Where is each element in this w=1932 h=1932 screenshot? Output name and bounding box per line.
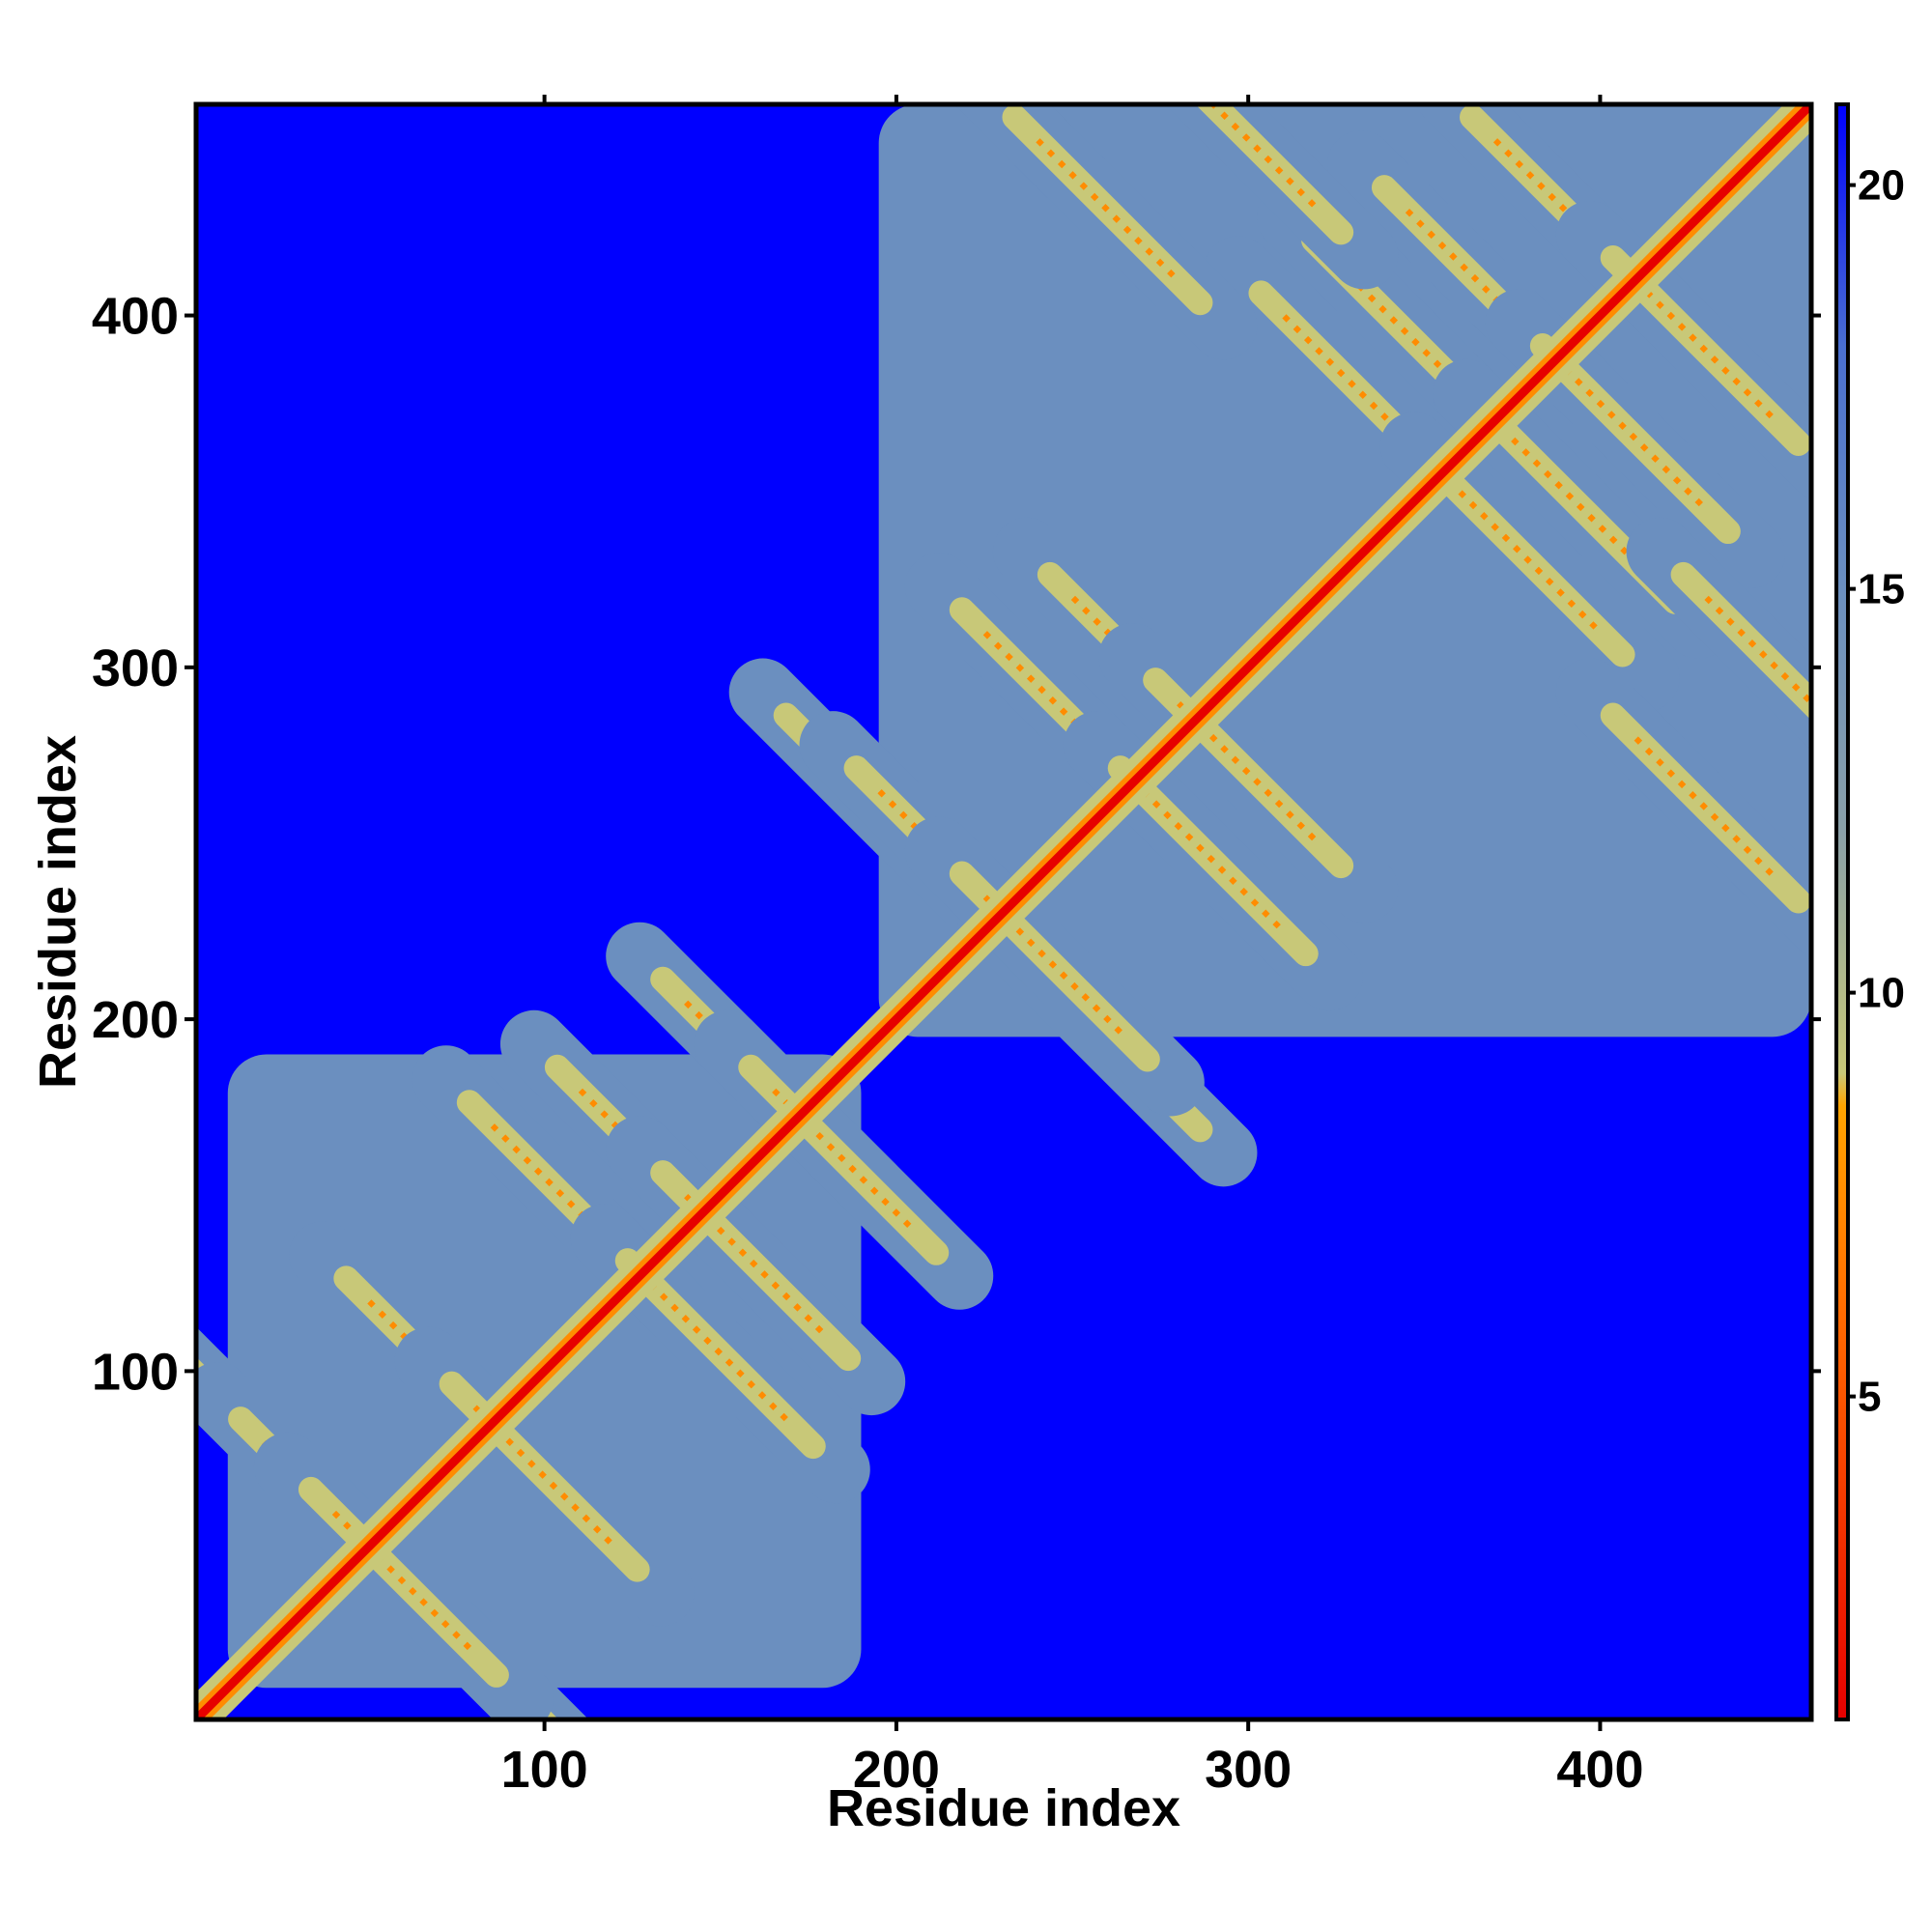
heatmap-cells: [196, 104, 1811, 1719]
colorbar-tick-label: 5: [1858, 1374, 1881, 1421]
y-axis-label: Residue index: [29, 735, 87, 1089]
x-axis: 100 200 300 400: [501, 95, 1643, 1799]
y-tick-label: 200: [92, 991, 179, 1049]
colorbar-tick-label: 15: [1858, 566, 1905, 613]
y-tick-label: 400: [92, 288, 179, 346]
heatmap-plot: [193, 101, 1814, 1722]
contact-core-17-2: [1704, 595, 1811, 707]
x-tick-label: 400: [1556, 1741, 1643, 1799]
y-axis: 100 200 300 400: [92, 288, 1821, 1401]
contact-core-9-1: [982, 631, 1126, 775]
plot-frame: [193, 101, 1814, 1722]
colorbar: 5 10 15 20: [1834, 102, 1905, 1721]
x-axis-label: Residue index: [827, 1779, 1180, 1837]
contact-core-14-2: [1634, 278, 1777, 423]
diagonal-core: [196, 104, 1811, 1719]
contact-core-12-2: [1511, 437, 1655, 582]
contact-core-16-2: [1634, 736, 1777, 880]
x-tick-label: 300: [1205, 1741, 1292, 1799]
contact-core-4-2: [648, 1282, 792, 1426]
contact-core-13-1: [1405, 209, 1549, 353]
contact-core-11-2: [1458, 490, 1602, 634]
colorbar-tick-label: 20: [1858, 162, 1905, 210]
contact-core-14-1: [1492, 138, 1637, 282]
contact-core-17-1: [1208, 104, 1321, 212]
x-tick-label: 200: [853, 1741, 940, 1799]
y-tick-label: 300: [92, 639, 179, 697]
contact-core-9-2: [1141, 789, 1285, 933]
contact-core-11-1: [1282, 314, 1426, 458]
y-tick-label: 100: [92, 1343, 179, 1401]
colorbar-tick-label: 10: [1858, 970, 1905, 1017]
colorbar-ticks: 5 10 15 20: [1848, 162, 1905, 1421]
contact-core-13-2: [1563, 366, 1707, 511]
x-tick-label: 100: [501, 1741, 588, 1799]
contact-core-4-1: [490, 1123, 634, 1267]
colorbar-gradient: [1834, 102, 1850, 1721]
contact-core-16-1: [1036, 138, 1179, 282]
